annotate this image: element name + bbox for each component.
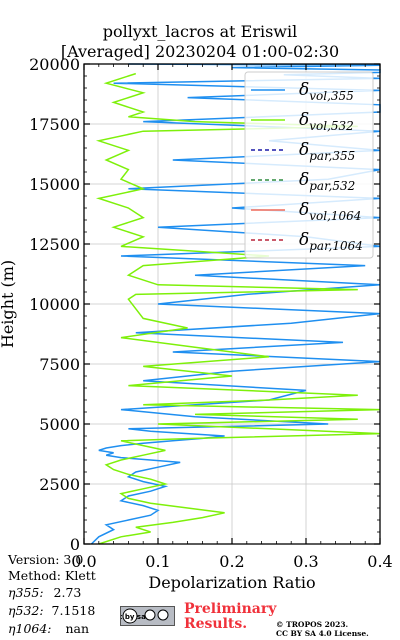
copyright-line1: © TROPOS 2023. [276,620,349,629]
chart-title-line2: [Averaged] 20230204 01:00-02:30 [60,42,340,61]
x-tick-label: 0.2 [219,552,244,571]
eta1064-label: η1064: [8,621,52,636]
y-tick-label: 15000 [29,175,80,194]
x-tick-label: 0.4 [367,552,392,571]
y-tick-label: 5000 [39,415,80,434]
preliminary-line2: Results. [184,616,248,632]
x-tick-label: 0.3 [293,552,318,571]
legend-label-2: δpar,355 [299,140,355,163]
version-text: Version: 3.0 [8,552,84,567]
x-tick-label: 0.1 [145,552,170,571]
grid-lines [83,63,381,545]
copyright-line2: CC BY SA 4.0 License. [276,629,369,638]
legend-label-4: δvol,1064 [299,200,361,223]
eta532-label: η532: [8,603,44,618]
y-tick-label: 0 [70,535,80,554]
preliminary-notice: Preliminary Results. [184,602,276,632]
copyright-notice: © TROPOS 2023. CC BY SA 4.0 License. [276,620,369,638]
y-tick-label: 10000 [29,295,80,314]
eta1064-value: nan [65,621,90,636]
y-tick-label: 12500 [29,235,80,254]
y-tick-label: 17500 [29,115,80,134]
legend-label-1: δvol,532 [299,110,354,133]
eta532-row: η532: 7.1518 [8,603,95,619]
cc-letters: cc by sa [121,613,146,621]
cc-license-badge: cc by sa [114,606,175,626]
preliminary-line1: Preliminary [184,601,277,617]
x-tick-label: 0.0 [71,552,96,571]
legend-label-3: δpar,532 [299,170,355,193]
eta1064-row: η1064: nan [8,621,89,637]
eta355-value: 2.73 [53,585,82,600]
y-axis-label: Height (m) [0,260,17,348]
method-text: Method: Klett [8,568,96,583]
y-tick-label: 7500 [39,355,80,374]
axis-ticks [83,63,381,545]
y-tick-label: 20000 [29,55,80,74]
eta355-label: η355: [8,585,44,600]
eta532-value: 7.1518 [51,603,96,618]
legend-label-5: δpar,1064 [299,230,363,253]
y-tick-label: 2500 [39,475,80,494]
legend: δvol,355 δvol,532 δpar,355 δpar,532 δvol,106… [244,71,374,259]
legend-box [244,71,374,259]
tick-labels: 0.0 0.1 0.2 0.3 0.4 0 2500 5000 7500 10000 12500 15… [29,55,393,571]
eta355-row: η355: 2.73 [8,585,81,601]
x-axis-label: Depolarization Ratio [148,573,315,592]
chart-title-line1: pollyxt_lacros at Eriswil [102,22,298,41]
series-line-1 [95,72,381,545]
legend-label-0: δvol,355 [299,80,354,103]
